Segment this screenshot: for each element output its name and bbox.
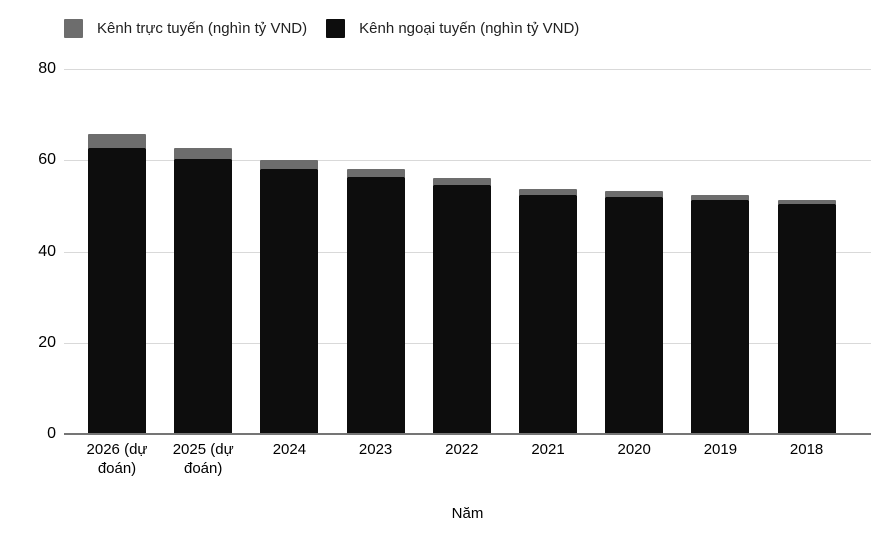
bar-segment-offline[interactable] — [346, 176, 405, 434]
x-tick-label: 2020 — [617, 441, 651, 458]
legend-swatch-icon — [326, 19, 346, 38]
bar-segment-online[interactable] — [346, 168, 405, 177]
gridline — [64, 160, 871, 162]
legend: Kênh trực tuyến (nghìn tỷ VND) Kênh ngoại… — [64, 19, 579, 38]
bar-segment-online[interactable] — [519, 188, 577, 195]
gridline — [64, 69, 871, 70]
bar-2018[interactable] — [777, 200, 836, 434]
legend-item[interactable]: Kênh ngoại tuyến (nghìn tỷ VND) — [326, 19, 579, 38]
bar-segment-online[interactable] — [174, 147, 233, 159]
y-tick-label: 60 — [38, 151, 56, 169]
y-axis-labels: 80 60 40 20 0 — [0, 60, 56, 442]
legend-label: Kênh trực tuyến (nghìn tỷ VND) — [97, 20, 308, 37]
x-tick-label: 2026 (dự đoán) — [86, 441, 148, 477]
y-tick-label: 80 — [38, 60, 56, 77]
bar-2025[interactable] — [174, 147, 233, 434]
y-tick-label: 40 — [38, 242, 56, 260]
bar-segment-online[interactable] — [260, 160, 319, 170]
bar-segment-online[interactable] — [88, 134, 146, 148]
bar-segment-offline[interactable] — [88, 147, 146, 434]
bar-2022[interactable] — [432, 178, 491, 434]
bar-2019[interactable] — [691, 194, 750, 434]
x-tick-label: 2019 — [703, 441, 738, 458]
bar-segment-online[interactable] — [777, 200, 836, 205]
x-axis-title: Năm — [451, 505, 484, 522]
x-tick-label: 2018 — [789, 441, 824, 458]
x-tick-label: 2022 — [445, 441, 479, 458]
bar-segment-offline[interactable] — [777, 204, 836, 434]
bar-segment-offline[interactable] — [691, 199, 750, 434]
bar-segment-online[interactable] — [432, 178, 491, 185]
bar-2023[interactable] — [346, 168, 405, 434]
x-tick-label: 2024 — [272, 441, 307, 458]
bar-2020[interactable] — [605, 191, 664, 434]
bar-2026[interactable] — [88, 134, 146, 434]
bar-segment-offline[interactable] — [260, 169, 319, 434]
plot-area — [64, 69, 871, 435]
bar-segment-offline[interactable] — [174, 158, 233, 434]
x-tick-label: 2023 — [358, 441, 393, 458]
legend-swatch-icon — [64, 19, 83, 38]
bar-segment-online[interactable] — [691, 194, 750, 200]
bar-segment-offline[interactable] — [432, 184, 491, 434]
bar-2021[interactable] — [519, 188, 577, 434]
x-tick-label: 2025 (dự đoán) — [172, 441, 234, 477]
y-tick-label: 20 — [38, 333, 56, 351]
legend-item[interactable]: Kênh trực tuyến (nghìn tỷ VND) — [64, 19, 307, 38]
legend-label: Kênh ngoại tuyến (nghìn tỷ VND) — [359, 20, 580, 37]
x-axis-line — [64, 433, 871, 435]
bar-2024[interactable] — [260, 160, 319, 434]
y-tick-label: 0 — [47, 425, 56, 442]
x-axis-labels: 2026 (dự đoán) 2025 (dự đoán) 2024 2023 2022… — [64, 440, 871, 482]
bar-segment-offline[interactable] — [605, 196, 664, 434]
x-tick-label: 2021 — [531, 441, 565, 458]
bar-segment-online[interactable] — [605, 191, 664, 197]
bar-segment-offline[interactable] — [519, 194, 577, 434]
